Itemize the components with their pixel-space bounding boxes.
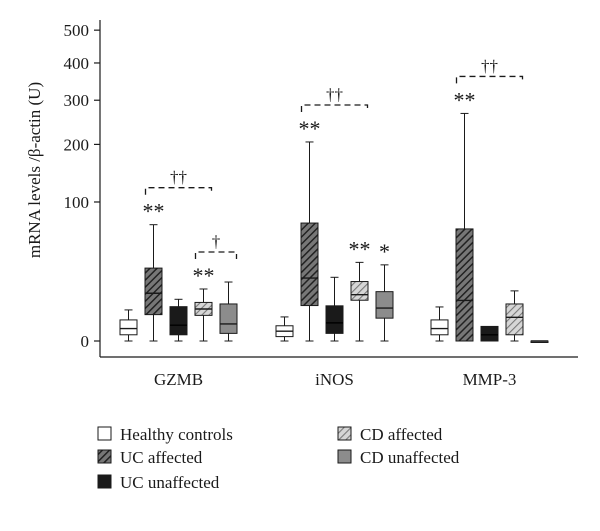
legend-label: CD affected <box>360 425 443 444</box>
significance-star-label: ** <box>299 116 321 141</box>
comparison-bracket <box>194 251 238 259</box>
legend: Healthy controls UC affected UC unaffected… <box>97 425 460 492</box>
box-mmp-3-uc-affected <box>455 112 474 342</box>
y-tick-label: 400 <box>64 54 90 73</box>
significance-star-label: ** <box>193 263 215 288</box>
legend-swatch <box>337 449 352 464</box>
box-mmp-3-cd-affected <box>505 290 524 342</box>
box-iqr <box>350 281 369 301</box>
legend-swatch <box>97 449 112 464</box>
significance-star-label: ** <box>349 236 371 261</box>
comparison-bracket <box>455 75 524 84</box>
y-tick-label: 100 <box>64 193 90 212</box>
x-category-label: MMP-3 <box>463 370 517 389</box>
comparison-bracket <box>144 187 213 195</box>
x-category-label: GZMB <box>154 370 203 389</box>
y-tick-label: 500 <box>64 21 90 40</box>
box-iqr <box>144 267 163 316</box>
legend-label: UC affected <box>120 448 203 467</box>
box-iqr <box>375 291 394 319</box>
y-axis-label: mRNA levels /β-actin (U) <box>25 82 44 258</box>
legend-label: Healthy controls <box>120 425 233 444</box>
box-mmp-3-healthy-controls <box>430 306 449 342</box>
box-gzmb-cd-unaffected <box>219 281 238 342</box>
box-iqr <box>300 222 319 307</box>
significance-dagger-label: †† <box>326 85 343 104</box>
x-category-label: iNOS <box>315 370 354 389</box>
box-iqr <box>455 228 474 342</box>
box-gzmb-healthy-controls <box>119 309 138 342</box>
y-tick-label: 200 <box>64 135 90 154</box>
box-gzmb-uc-unaffected <box>169 298 188 342</box>
box-iqr <box>169 306 188 336</box>
box-gzmb-cd-affected <box>194 288 213 342</box>
comparison-bracket <box>300 104 369 112</box>
significance-dagger-label: † <box>212 232 221 251</box>
box-inos-healthy-controls <box>275 316 294 342</box>
significance-star-label: ** <box>454 87 476 112</box>
y-axis: 0 100 200 300 400 500 <box>64 21 100 351</box>
box-inos-cd-unaffected <box>375 264 394 342</box>
y-tick-label: 300 <box>64 91 90 110</box>
box-iqr <box>219 303 238 334</box>
legend-swatch <box>97 426 112 441</box>
box-mmp-3-cd-unaffected <box>530 340 549 343</box>
legend-swatch <box>97 474 112 489</box>
legend-label: CD unaffected <box>360 448 460 467</box>
legend-label: UC unaffected <box>120 473 220 492</box>
legend-swatch <box>337 426 352 441</box>
x-axis-categories: GZMB iNOS MMP-3 <box>154 370 516 389</box>
plot-area <box>99 20 578 358</box>
box-mmp-3-uc-unaffected <box>480 325 499 342</box>
significance-annotations: **††**†**††** ***†† <box>143 56 524 288</box>
box-inos-cd-affected <box>350 261 369 342</box>
box-gzmb-uc-affected <box>144 224 163 342</box>
box-inos-uc-affected <box>300 141 319 342</box>
box-iqr <box>505 303 524 336</box>
significance-star-label: ** <box>143 199 165 224</box>
box-inos-uc-unaffected <box>325 276 344 342</box>
significance-dagger-label: †† <box>481 56 498 75</box>
box-series <box>119 112 549 343</box>
box-iqr <box>119 319 138 336</box>
box-iqr <box>480 325 499 342</box>
significance-dagger-label: †† <box>170 168 187 187</box>
box-iqr <box>325 305 344 334</box>
box-iqr <box>430 319 449 336</box>
significance-star-label: * <box>379 239 390 264</box>
y-tick-label: 0 <box>81 332 90 351</box>
